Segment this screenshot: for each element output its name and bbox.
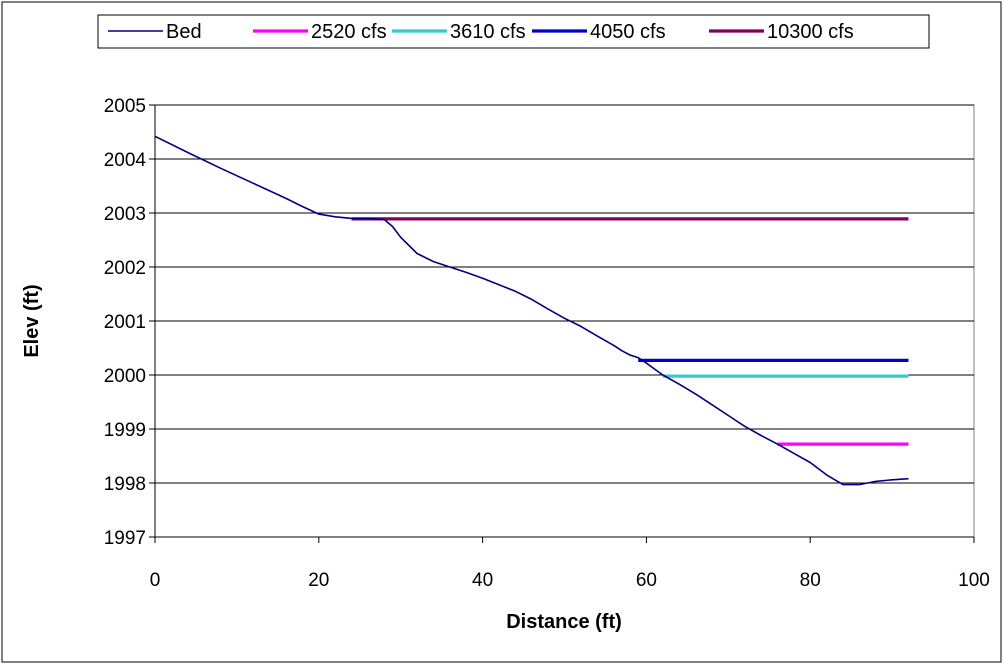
x-tick-label: 20 — [308, 570, 329, 591]
y-axis-title: Elev (ft) — [21, 284, 43, 357]
x-axis-title: Distance (ft) — [506, 611, 622, 633]
x-tick-label: 40 — [472, 570, 493, 591]
y-tick-label: 1997 — [104, 528, 146, 549]
series-line-bed — [154, 135, 909, 486]
x-tick-label: 0 — [150, 570, 161, 591]
legend: Bed 2520 cfs 3610 cfs 4050 cfs 10300 cfs — [97, 14, 930, 49]
y-tick-label: 2001 — [104, 312, 146, 333]
x-tick-label: 80 — [800, 570, 821, 591]
legend-label-bed: Bed — [166, 21, 202, 43]
y-tick-label: 2000 — [104, 366, 146, 387]
x-tick-label: 60 — [636, 570, 657, 591]
y-tick-label: 2004 — [104, 150, 147, 171]
legend-box — [97, 14, 930, 49]
y-tick-label: 1999 — [104, 420, 146, 441]
axes — [149, 104, 975, 543]
legend-label-2520-cfs: 2520 cfs — [311, 21, 387, 43]
y-tick-label: 2003 — [104, 204, 146, 225]
y-tick-label: 1998 — [104, 474, 146, 495]
x-tick-label: 100 — [958, 570, 990, 591]
y-tick-label: 2002 — [104, 258, 146, 279]
series-layer — [154, 135, 909, 486]
legend-label-3610-cfs: 3610 cfs — [450, 21, 526, 43]
tick-labels: 1997 1998 1999 2000 2001 2002 2003 2004 2005 0 20 4… — [104, 96, 990, 591]
y-tick-label: 2005 — [104, 96, 146, 117]
legend-label-10300-cfs: 10300 cfs — [767, 21, 854, 43]
legend-label-4050-cfs: 4050 cfs — [590, 21, 666, 43]
